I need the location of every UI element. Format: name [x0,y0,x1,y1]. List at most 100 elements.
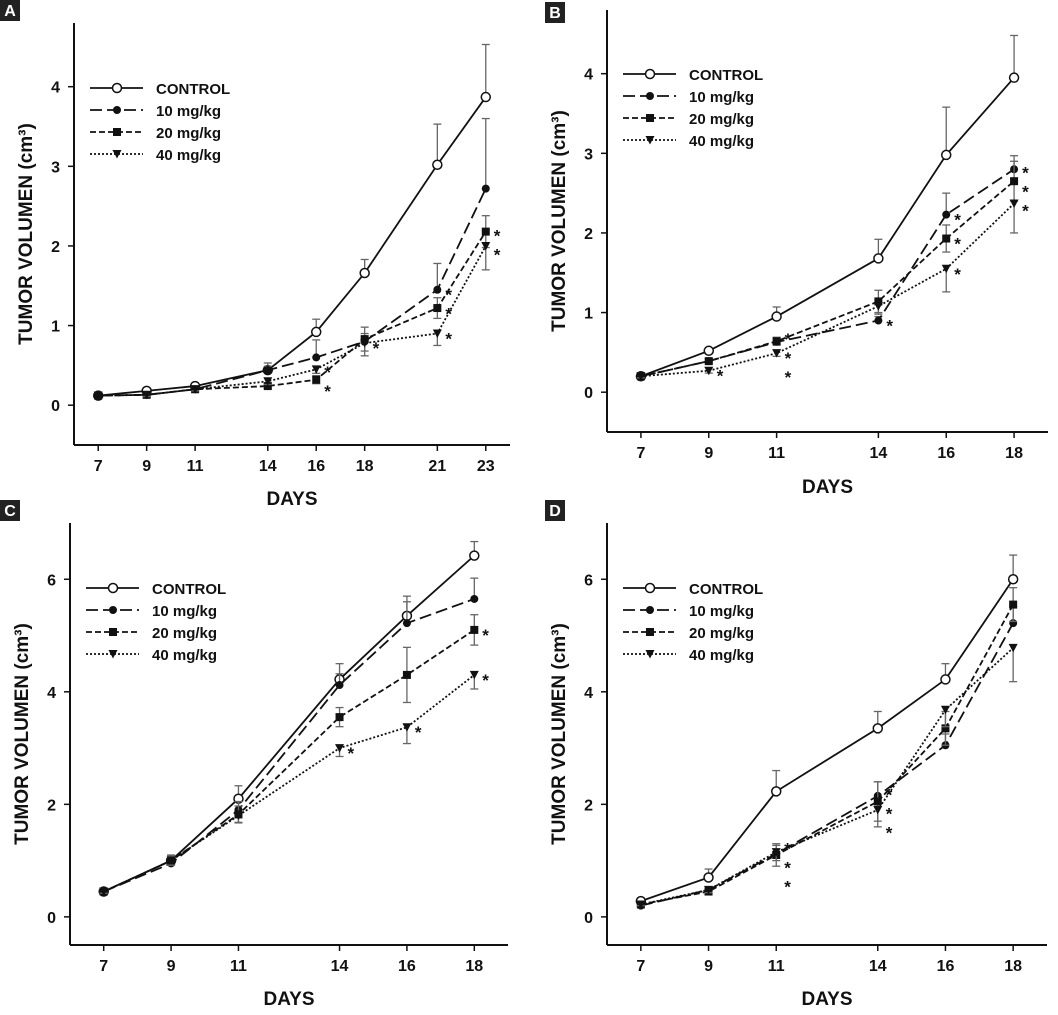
data-point [433,304,442,313]
data-point [874,297,883,306]
legend-marker [646,92,654,100]
panel-label: A [4,3,16,20]
data-point [470,594,479,603]
x-tick-label: 23 [477,458,495,475]
y-tick-label: 0 [584,910,593,927]
legend-marker [111,82,123,94]
data-point [704,366,714,376]
data-point [481,241,491,251]
data-point [942,234,951,243]
data-point [432,329,442,339]
series-line [640,604,1014,906]
x-tick-label: 7 [636,958,645,975]
data-point [873,302,883,311]
panel-label-box [545,500,565,521]
data-point [402,670,411,679]
y-tick-label: 4 [584,685,593,702]
significance-asterisk: * [954,265,961,284]
data-point [402,723,412,732]
series-line [640,202,1015,378]
x-tick-label: 16 [398,958,416,975]
significance-asterisk: * [445,286,452,305]
x-axis-title: DAYS [801,989,852,1010]
significance-asterisk: * [954,211,961,230]
legend-marker [645,650,655,659]
panel-label: C [4,503,16,520]
y-tick-label: 0 [51,398,60,415]
x-tick-label: 11 [768,445,785,462]
legend-label: 20 mg/kg [156,125,221,142]
legend-marker [113,128,121,136]
series-40-mg-kg: * * * * [636,199,1029,387]
data-point [433,285,442,294]
data-point [874,316,883,325]
x-tick-label: 11 [187,458,204,475]
legend-marker [646,606,654,614]
x-tick-label: 7 [636,445,645,462]
data-point [1010,177,1019,186]
significance-asterisk: * [717,367,724,386]
series-control [92,43,492,401]
x-tick-label: 7 [94,458,103,475]
x-tick-label: 14 [331,958,349,975]
series-control [635,554,1019,907]
data-point [771,848,781,857]
significance-asterisk: * [482,671,489,690]
data-point [233,811,243,821]
significance-asterisk: * [784,877,791,896]
data-point [335,744,345,753]
panel-label-box [0,500,20,521]
data-point [99,887,109,897]
legend-label: CONTROL [152,581,226,598]
panel-d: D 0 2 4 6 7 9 11 14 16 18 DAYS TUMOR VOLUMEN (cm³) CO… [545,500,1047,1010]
data-point [142,390,152,400]
legend-label: 10 mg/kg [689,603,754,620]
data-point [770,786,782,797]
x-axis-title: DAYS [263,989,314,1010]
data-point [335,681,344,690]
legend-label: 20 mg/kg [689,111,754,128]
x-tick-label: 11 [230,958,247,975]
significance-asterisk: * [886,805,893,824]
x-tick-label: 14 [869,958,887,975]
legend-marker [644,68,656,80]
data-point [335,713,344,722]
legend-label: CONTROL [156,81,230,98]
data-point [941,724,950,733]
series-line [640,647,1014,906]
significance-asterisk: * [445,329,452,348]
legend-label: 40 mg/kg [156,147,221,164]
data-point [263,366,272,375]
data-point [703,872,714,883]
significance-asterisk: * [1022,201,1029,220]
data-point [940,674,951,685]
x-axis-title: DAYS [266,489,317,510]
y-tick-label: 0 [47,910,56,927]
x-tick-label: 9 [704,445,713,462]
significance-asterisk: * [954,235,961,254]
data-point [469,670,479,680]
panel-label: B [549,5,561,22]
y-tick-label: 2 [51,239,60,256]
data-point [872,723,884,734]
data-point [469,550,480,561]
data-point [772,337,781,346]
y-tick-label: 4 [51,80,60,97]
data-point [481,227,490,236]
significance-asterisk: * [1022,163,1029,182]
series-line [640,622,1014,907]
series-line [103,629,475,893]
x-tick-label: 18 [1005,445,1023,462]
series-line [98,231,487,397]
data-point [263,377,273,386]
legend-label: 20 mg/kg [689,625,754,642]
x-tick-label: 14 [869,445,887,462]
y-axis-title: TUMOR VOLUMEN (cm³) [12,623,33,845]
y-tick-label: 3 [584,146,593,163]
data-point [704,885,714,895]
panel-b: B 0 1 2 3 4 7 9 11 14 16 18 DAYS TUMOR VOLUMEN (cm³) C… [545,2,1048,498]
x-tick-label: 14 [259,458,277,475]
significance-asterisk: * [784,839,791,858]
